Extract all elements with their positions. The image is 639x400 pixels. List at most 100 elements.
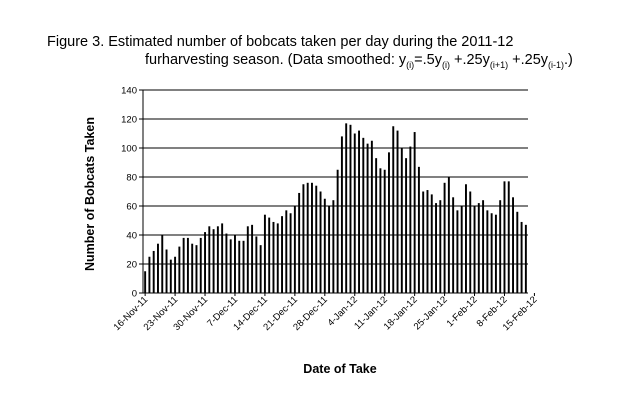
bar [191,243,194,293]
bar [182,237,185,293]
bar [285,210,288,293]
bar [186,237,189,293]
bar [272,221,275,293]
bar [340,136,343,293]
bar [417,166,420,293]
bar [507,181,510,293]
bar [311,182,313,293]
bar [358,130,360,293]
gridlines [143,89,528,265]
bar [353,133,356,293]
bar [161,235,164,293]
bar [375,158,378,293]
bar [212,229,215,293]
bar [473,206,476,293]
bar [447,177,450,293]
bar [383,169,386,293]
bar [494,214,497,293]
bar [486,210,489,293]
y-tick-label: 100 [121,144,137,155]
y-tick-label: 40 [126,231,137,242]
x-tick-label: 1-Feb-12 [445,294,480,329]
bar [255,236,258,293]
bar [422,191,425,293]
bar [490,213,493,293]
bar [152,250,155,293]
bar [452,197,455,293]
y-tick-label: 20 [126,260,137,271]
bar [298,192,301,293]
bar [426,190,429,293]
bar [306,182,309,293]
bar [204,232,206,293]
bar [465,184,467,293]
bar [336,169,339,293]
y-tick-label: 60 [126,202,137,213]
x-axis-label: Date of Take [303,362,376,376]
bar [246,226,249,293]
bar [362,137,365,293]
bar [396,130,399,293]
bar [503,181,506,293]
caption-line-2-text: furharvesting season. (Data smoothed: [145,52,399,68]
bar [366,143,369,293]
y-tick-label: 80 [126,173,137,184]
bar [229,239,232,293]
bar [165,249,168,293]
bar [157,243,159,293]
bar [263,214,266,293]
bar [520,221,523,293]
bar [238,240,241,293]
bar [469,191,472,293]
bar [315,185,318,293]
bar [251,224,254,293]
bar [413,132,416,293]
bar [323,198,326,293]
bar [477,203,480,293]
bar [289,213,292,293]
y-axis-label: Number of Bobcats Taken [83,117,97,271]
bar [234,235,236,293]
bar [208,226,211,293]
bar [174,256,177,293]
bar [349,124,352,293]
bars [144,123,527,293]
bar [259,245,262,293]
bar [499,200,502,293]
bar [345,123,348,293]
bar [225,233,228,293]
bar [319,191,322,293]
bar [216,226,219,293]
bar [144,271,147,293]
smoothing-formula: y(i)=.5y(i) +.25y(i+1) +.25y(i-1).) [398,52,573,70]
bar [439,200,442,293]
y-tick-label: 140 [121,86,137,97]
bar [482,200,485,293]
y-tick-label: 120 [121,115,137,126]
bar [328,206,331,293]
bar [443,182,446,293]
bar [293,206,296,293]
bar [242,240,245,293]
bar [148,256,151,293]
bar [516,211,519,293]
bar [169,259,172,293]
caption-line-2: furharvesting season. (Data smoothed: y(… [145,52,573,74]
bar [388,152,390,293]
bar [392,126,395,293]
bar [409,146,412,293]
bar [430,194,433,293]
y-tick-label: 0 [132,289,137,300]
bar [456,210,459,293]
bar [195,245,198,293]
bar [460,206,463,293]
bar [370,140,373,293]
bar [524,224,527,293]
bar [178,246,181,293]
bar [302,184,305,293]
bar [379,168,382,293]
bar [199,237,202,293]
bar [400,148,403,293]
bar [435,203,437,293]
